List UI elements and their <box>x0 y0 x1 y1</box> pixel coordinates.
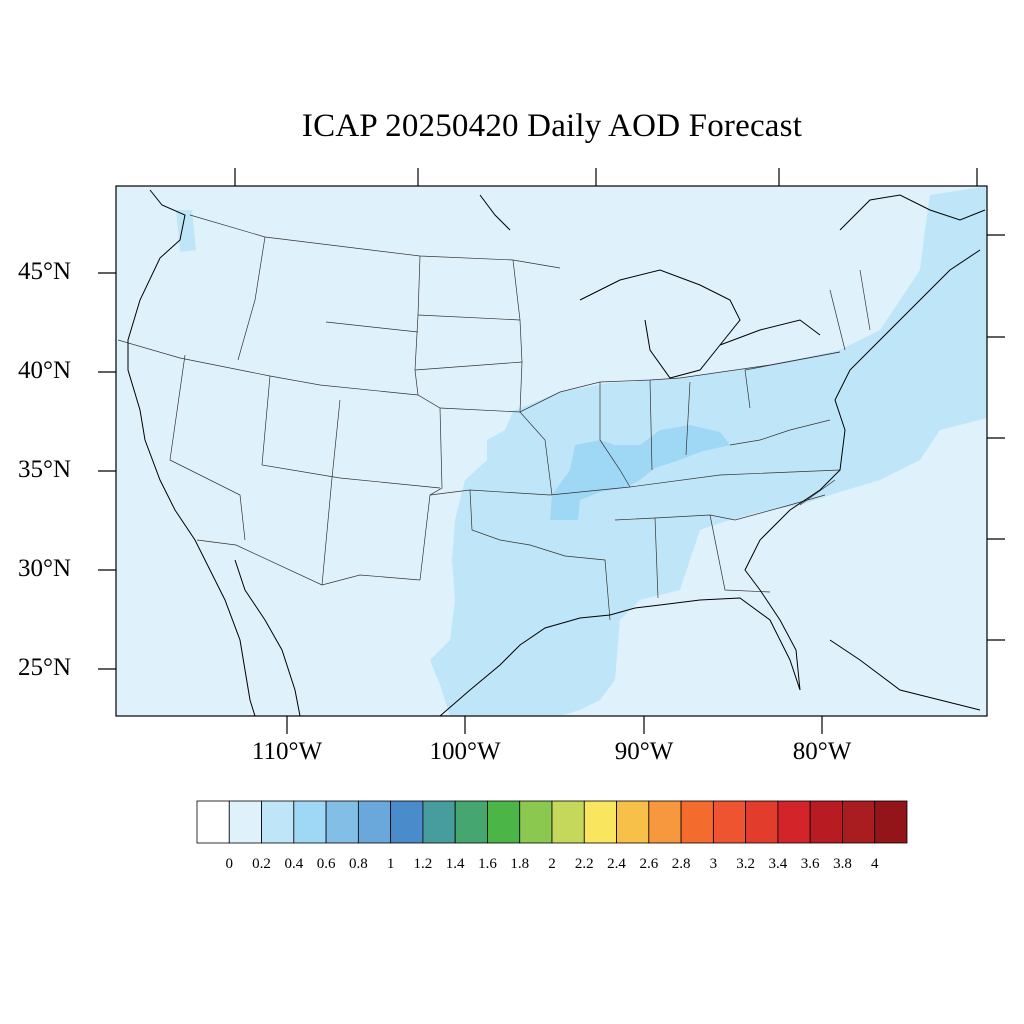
aod-region-ohio-valley <box>550 425 730 520</box>
coastlines <box>127 189 986 716</box>
colorbar-tick-label: 3 <box>709 856 718 872</box>
colorbar-tick-label: 1.6 <box>478 856 497 872</box>
colorbar-tick-label: 1.4 <box>445 856 465 872</box>
colorbar-swatch <box>261 800 295 844</box>
aod-region-texas-coast <box>480 672 512 716</box>
lat-label-30: 30°N <box>18 555 72 582</box>
colorbar-swatch <box>357 800 392 844</box>
colorbar-tick-label: 2.8 <box>671 856 691 872</box>
lon-label-110: 110°W <box>251 738 323 765</box>
colorbar-tick-label: 3.4 <box>768 856 788 872</box>
lat-label-35: 35°N <box>18 456 72 483</box>
colorbar-swatch <box>777 800 811 844</box>
colorbar-swatch <box>551 800 585 844</box>
state-boundaries <box>117 214 871 621</box>
colorbar-swatch <box>648 800 682 844</box>
colorbar-swatch <box>293 800 327 844</box>
colorbar-swatch <box>519 800 553 844</box>
colorbar-swatch <box>196 800 230 844</box>
colorbar-tick-label: 3.2 <box>736 856 755 872</box>
colorbar-tick-label: 0.4 <box>284 856 304 872</box>
colorbar-swatch <box>583 800 617 844</box>
colorbar-tick-label: 1 <box>386 856 395 872</box>
colorbar-swatch <box>228 800 262 844</box>
lon-label-100: 100°W <box>429 738 501 765</box>
colorbar-swatch <box>680 800 714 844</box>
aod-region-tennessee <box>575 470 600 492</box>
map-frame <box>115 185 988 717</box>
colorbar-tick-label: 0.6 <box>316 856 336 872</box>
colorbar-tick-label: 0.2 <box>252 856 271 872</box>
aod-region-northwest <box>176 210 196 252</box>
colorbar-swatch <box>874 800 908 844</box>
colorbar-tick-label: 3.6 <box>800 856 820 872</box>
colorbar-swatch <box>842 800 876 844</box>
lat-label-40: 40°N <box>18 357 72 384</box>
colorbar-tick-label: 2.2 <box>574 856 594 872</box>
colorbar-tick-label: 2.6 <box>639 856 659 872</box>
map-ticks <box>98 168 1005 734</box>
colorbar-swatch <box>809 800 843 844</box>
colorbar-tick-label: 4 <box>870 856 879 872</box>
colorbar <box>196 800 908 844</box>
colorbar-swatch <box>616 800 650 844</box>
colorbar-tick-label: 1.8 <box>510 856 530 872</box>
aod-field <box>176 186 987 716</box>
lat-label-45: 45°N <box>18 258 72 285</box>
aod-region-central <box>430 186 987 716</box>
lon-label-90: 90°W <box>614 738 674 765</box>
colorbar-tick-label: 2 <box>548 856 556 872</box>
colorbar-swatch <box>745 800 779 844</box>
lon-label-80: 80°W <box>792 738 852 765</box>
colorbar-swatch <box>422 800 456 844</box>
colorbar-swatch <box>487 800 521 844</box>
colorbar-tick-label: 0 <box>225 856 234 872</box>
lat-label-25: 25°N <box>18 654 72 681</box>
colorbar-tick-label: 1.2 <box>413 856 433 872</box>
colorbar-swatch <box>325 800 359 844</box>
colorbar-swatch <box>712 800 747 844</box>
colorbar-tick-label: 2.4 <box>607 856 626 872</box>
colorbar-swatch <box>454 800 488 844</box>
colorbar-tick-label: 0.8 <box>348 856 368 872</box>
page-title: ICAP 20250420 Daily AOD Forecast <box>301 108 803 144</box>
colorbar-swatch <box>390 800 424 844</box>
colorbar-tick-label: 3.8 <box>833 856 852 872</box>
